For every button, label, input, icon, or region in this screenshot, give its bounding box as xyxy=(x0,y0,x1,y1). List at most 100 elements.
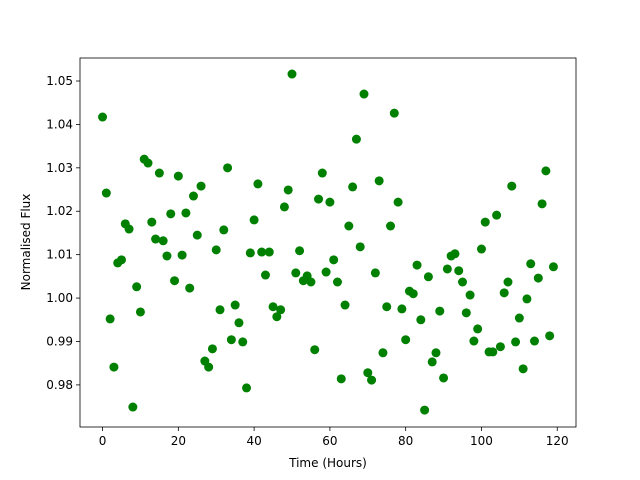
scatter-point xyxy=(480,217,490,227)
plot-frame xyxy=(79,57,577,428)
scatter-point xyxy=(272,312,282,322)
y-tick-label: 1.05 xyxy=(46,74,73,88)
scatter-point xyxy=(359,89,369,99)
scatter-point xyxy=(211,245,221,255)
scatter-point xyxy=(147,217,157,227)
scatter-point xyxy=(423,272,433,282)
scatter-point xyxy=(530,336,540,346)
scatter-point xyxy=(249,215,259,225)
x-tick-label: 100 xyxy=(470,434,493,448)
scatter-point xyxy=(340,300,350,310)
scatter-point xyxy=(461,308,471,318)
scatter-point xyxy=(283,185,293,195)
scatter-point xyxy=(541,166,551,176)
scatter-point xyxy=(234,318,244,328)
scatter-point xyxy=(465,290,475,300)
scatter-point xyxy=(401,335,411,345)
scatter-point xyxy=(412,260,422,270)
y-tick-label: 1.00 xyxy=(46,291,73,305)
scatter-point xyxy=(329,255,339,265)
scatter-point xyxy=(435,306,445,316)
scatter-point xyxy=(223,163,233,173)
scatter-point xyxy=(499,288,509,298)
scatter-point xyxy=(192,230,202,240)
scatter-point xyxy=(154,168,164,178)
scatter-point xyxy=(276,305,286,315)
scatter-point xyxy=(321,267,331,277)
scatter-point xyxy=(124,224,134,234)
scatter-point xyxy=(355,242,365,252)
scatter-point xyxy=(476,244,486,254)
scatter-point xyxy=(522,294,532,304)
scatter-point xyxy=(101,188,111,198)
scatter-point xyxy=(518,364,528,374)
scatter-point xyxy=(348,182,358,192)
scatter-point xyxy=(382,302,392,312)
y-tick-label: 0.98 xyxy=(46,378,73,392)
x-tick-label: 0 xyxy=(99,434,107,448)
scatter-point xyxy=(253,179,263,189)
scatter-point xyxy=(439,373,449,383)
y-tick-label: 1.01 xyxy=(46,248,73,262)
scatter-point xyxy=(105,314,115,324)
scatter-point xyxy=(367,375,377,385)
scatter-point xyxy=(427,357,437,367)
scatter-point xyxy=(386,221,396,231)
scatter-point xyxy=(98,112,108,122)
scatter-point xyxy=(181,208,191,218)
scatter-point xyxy=(143,158,153,168)
scatter-point xyxy=(215,305,225,315)
scatter-point xyxy=(397,304,407,314)
scatter-point xyxy=(162,251,172,261)
scatter-point xyxy=(185,283,195,293)
scatter-point xyxy=(526,259,536,269)
y-tick-label: 1.02 xyxy=(46,204,73,218)
x-tick-label: 20 xyxy=(171,434,186,448)
scatter-point xyxy=(295,246,305,256)
scatter-point xyxy=(389,108,399,118)
scatter-point xyxy=(314,194,324,204)
scatter-point xyxy=(548,262,558,272)
scatter-point xyxy=(306,277,316,287)
scatter-point xyxy=(420,405,430,415)
scatter-point xyxy=(135,307,145,317)
scatter-point xyxy=(242,383,252,393)
scatter-point xyxy=(454,266,464,276)
scatter-point xyxy=(219,225,229,235)
scatter-point xyxy=(416,315,426,325)
scatter-point xyxy=(177,250,187,260)
scatter-point xyxy=(408,289,418,299)
scatter-point xyxy=(469,336,479,346)
scatter-point xyxy=(173,171,183,181)
x-tick-label: 80 xyxy=(398,434,413,448)
scatter-point xyxy=(503,277,513,287)
scatter-point xyxy=(287,69,297,79)
scatter-point xyxy=(442,264,452,274)
scatter-point xyxy=(450,249,460,259)
scatter-point xyxy=(151,234,161,244)
scatter-point xyxy=(507,181,517,191)
scatter-point xyxy=(226,335,236,345)
scatter-point xyxy=(170,276,180,286)
scatter-point xyxy=(207,344,217,354)
y-axis-label: Normalised Flux xyxy=(19,194,33,291)
scatter-point xyxy=(332,277,342,287)
scatter-point xyxy=(317,168,327,178)
scatter-point xyxy=(431,348,441,358)
scatter-point xyxy=(488,347,498,357)
scatter-point xyxy=(268,302,278,312)
scatter-point xyxy=(245,248,255,258)
scatter-point xyxy=(514,313,524,323)
scatter-point xyxy=(310,345,320,355)
scatter-point xyxy=(393,197,403,207)
scatter-point xyxy=(378,348,388,358)
scatter-point xyxy=(166,209,176,219)
scatter-point xyxy=(336,374,346,384)
y-tick-label: 0.99 xyxy=(46,334,73,348)
y-tick-label: 1.04 xyxy=(46,117,73,131)
scatter-point xyxy=(511,337,521,347)
scatter-point xyxy=(264,247,274,257)
scatter-point xyxy=(116,255,126,265)
y-tick-label: 1.03 xyxy=(46,161,73,175)
x-tick-label: 60 xyxy=(322,434,337,448)
